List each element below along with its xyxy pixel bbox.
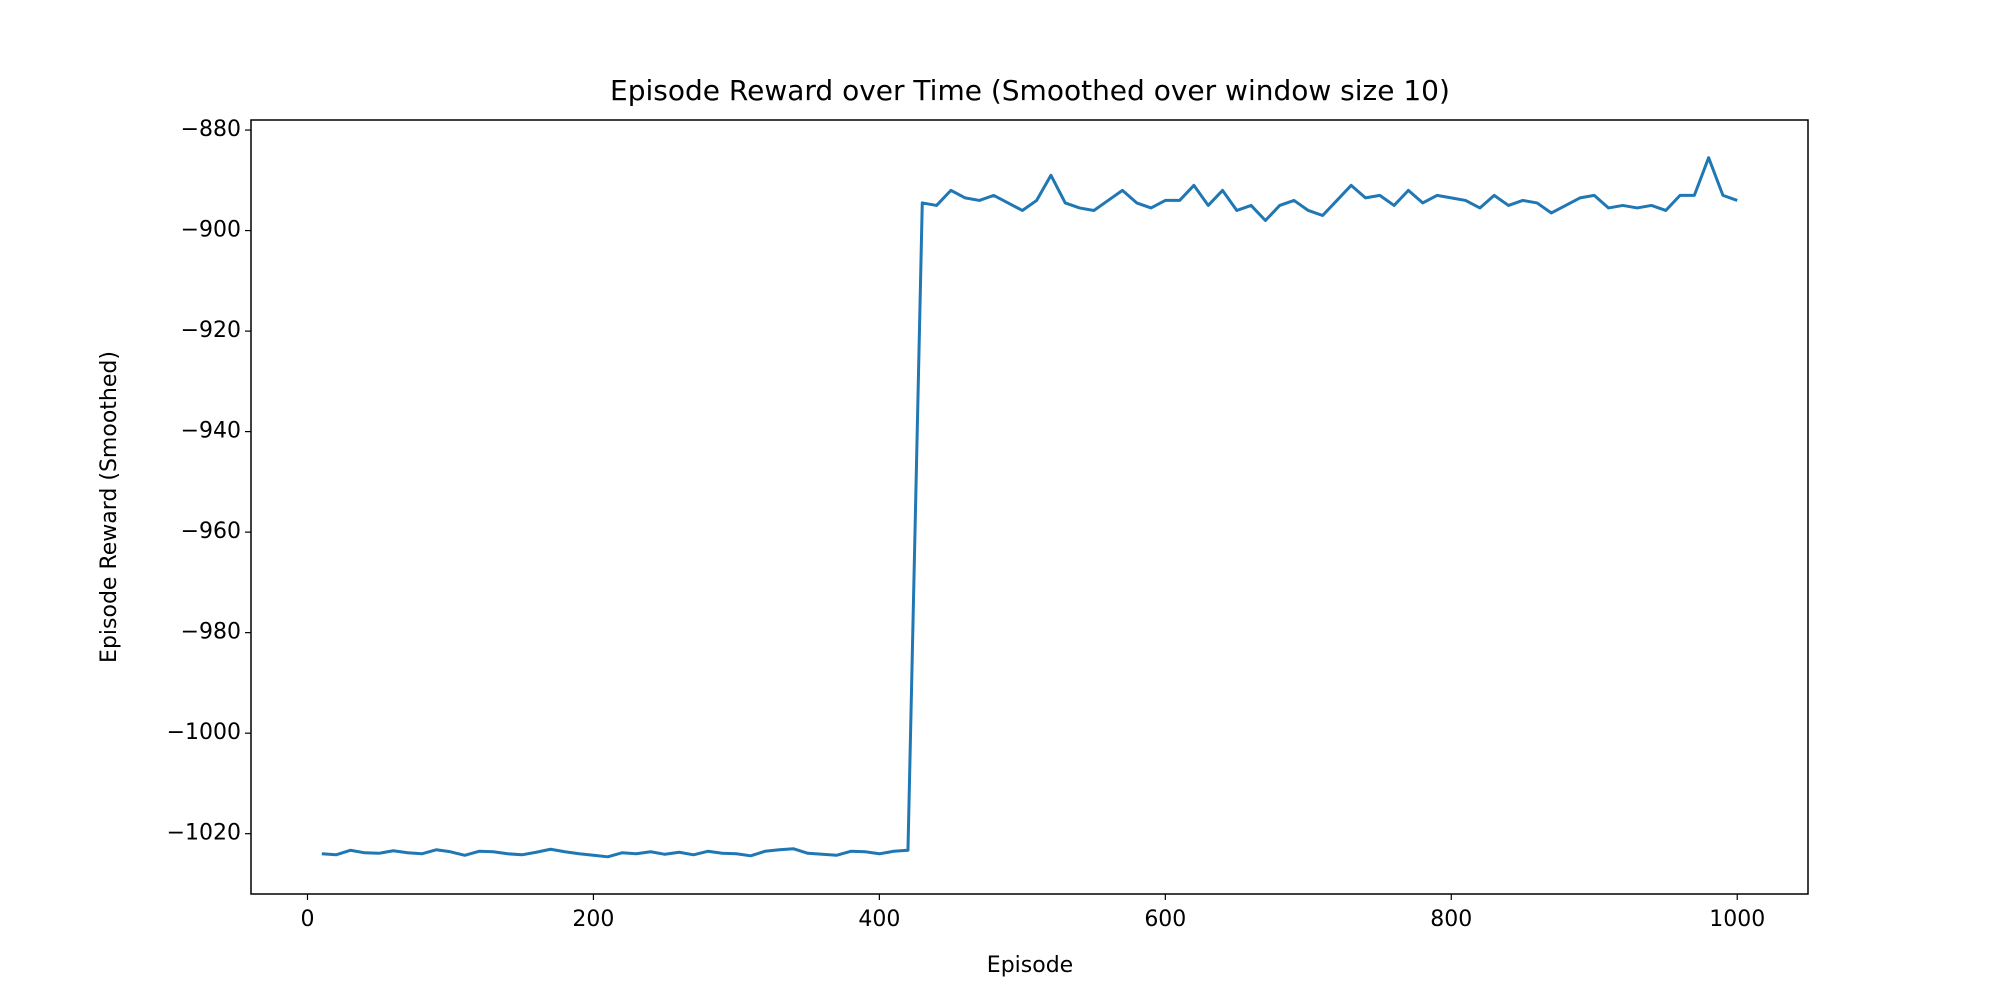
y-tick-label: −1000: [167, 720, 241, 745]
y-axis-label: Episode Reward (Smoothed): [97, 351, 122, 663]
x-axis-label: Episode: [987, 953, 1073, 978]
x-tick-label: 200: [572, 907, 614, 932]
x-tick-label: 800: [1430, 907, 1472, 932]
y-tick-label: −920: [181, 318, 241, 343]
plot-frame: [250, 119, 1809, 895]
chart-title: Episode Reward over Time (Smoothed over …: [610, 74, 1450, 107]
x-tick-label: 0: [300, 907, 314, 932]
y-tick-label: −960: [181, 519, 241, 544]
x-tick-label: 1000: [1709, 907, 1765, 932]
y-tick-label: −980: [181, 620, 241, 645]
x-tick-label: 600: [1144, 907, 1186, 932]
x-tick-label: 400: [858, 907, 900, 932]
data-line: [321, 156, 1738, 859]
y-tick-label: −900: [181, 218, 241, 243]
y-tick-label: −880: [181, 117, 241, 142]
y-tick-label: −1020: [167, 821, 241, 846]
y-tick-label: −940: [181, 419, 241, 444]
